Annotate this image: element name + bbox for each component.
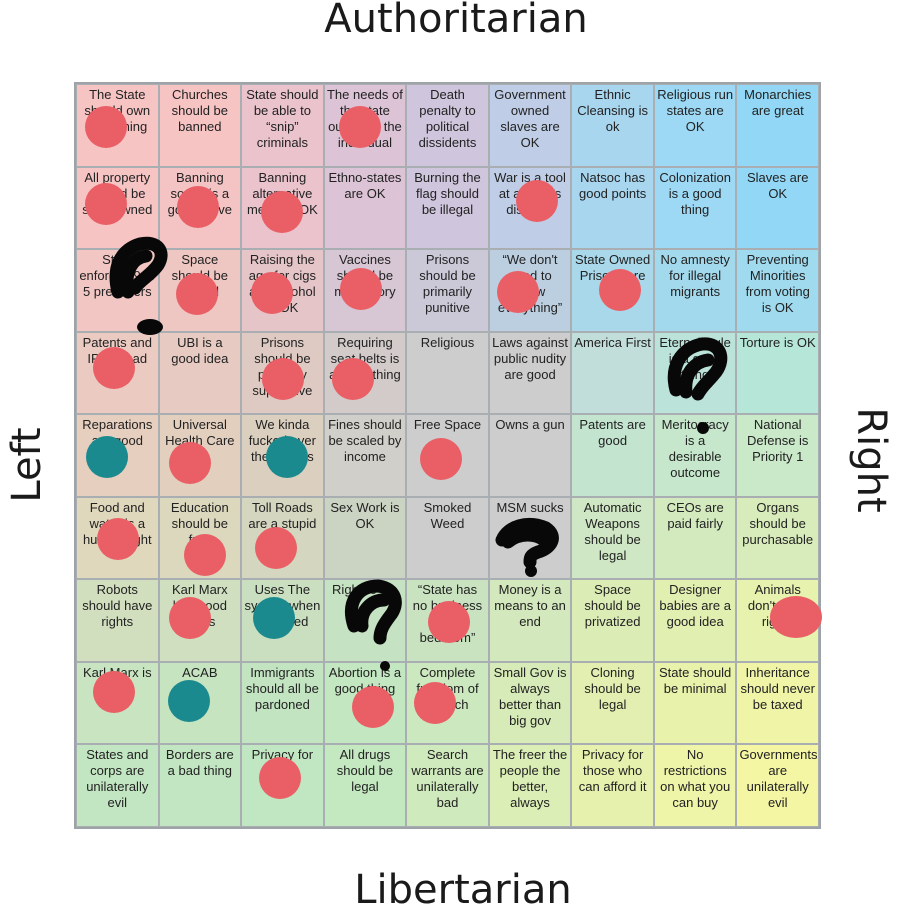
- compass-cell: Small Gov is always better than big gov: [488, 661, 572, 745]
- compass-cell: Privacy for all: [241, 744, 324, 827]
- compass-cell: America First: [571, 331, 654, 415]
- compass-cell: Organs should be purchasable: [736, 496, 819, 580]
- compass-cell: No amnesty for illegal migrants: [653, 249, 737, 332]
- compass-cell: Eternal Rule is a good thing: [653, 331, 737, 415]
- compass-cell: Preventing Minorities from voting is OK: [736, 249, 819, 332]
- compass-cell: The State should own everything: [76, 84, 159, 167]
- compass-cell: States and corps are unilaterally evil: [76, 744, 159, 827]
- compass-cell: Designer babies are a good idea: [653, 579, 737, 662]
- compass-cell: Karl Marx had good ideas: [158, 579, 242, 662]
- compass-cell: Churches should be banned: [158, 84, 242, 167]
- compass-cell: Ethno-states are OK: [323, 166, 407, 250]
- compass-cell: Burning the flag should be illegal: [406, 166, 489, 250]
- compass-cell: Owns a gun: [488, 414, 572, 497]
- compass-cell: Death penalty to political dissidents: [406, 84, 489, 167]
- compass-cell: Right to die: [323, 579, 407, 662]
- compass-cell: Sex Work is OK: [323, 496, 407, 580]
- compass-cell: Fines should be scaled by income: [323, 414, 407, 497]
- political-compass-grid: The State should own everything Churches …: [74, 82, 821, 829]
- compass-cell: All property should be state owned: [76, 166, 159, 250]
- compass-cell: Raising the age for cigs and alcohol is …: [241, 249, 324, 332]
- compass-cell: Religious run states are OK: [653, 84, 737, 167]
- compass-cell: Patents and IP are bad: [76, 331, 159, 415]
- compass-cell: We kinda fucked over the natives: [241, 414, 324, 497]
- compass-cell: Uses The system when it worked: [241, 579, 324, 662]
- compass-cell: Abortion is a good thing: [323, 661, 407, 745]
- compass-cell: Ethnic Cleansing is ok: [571, 84, 654, 167]
- compass-cell: All drugs should be legal: [323, 744, 407, 827]
- compass-cell: Slaves are OK: [736, 166, 819, 250]
- compass-cell: Prisons should be primarily supportive: [241, 331, 324, 415]
- compass-cell: No restrictions on what you can buy: [653, 744, 737, 827]
- compass-cell: Robots should have rights: [76, 579, 159, 662]
- compass-cell: Requiring seat belts is a good thing: [323, 331, 407, 415]
- compass-cell: CEOs are paid fairly: [653, 496, 737, 580]
- compass-cell: Governments are unilaterally evil: [736, 744, 819, 827]
- axis-label-right: Right: [848, 407, 894, 513]
- compass-cell: Education should be free: [158, 496, 242, 580]
- compass-cell: Religious: [406, 331, 489, 415]
- compass-cell: Toll Roads are a stupid: [241, 496, 324, 580]
- compass-cell: Banning sodas is a good move: [158, 166, 242, 250]
- compass-cell: The needs of the state outweigh the indi…: [323, 84, 407, 167]
- compass-cell: Reparations are good: [76, 414, 159, 497]
- compass-cell: Prisons should be primarily punitive: [406, 249, 489, 332]
- compass-cell: State should be able to “snip” criminals: [241, 84, 324, 167]
- compass-cell: Privacy for those who can afford it: [571, 744, 654, 827]
- compass-cell: UBI is a good idea: [158, 331, 242, 415]
- compass-cell: State should be minimal: [653, 661, 737, 745]
- compass-cell: ACAB: [158, 661, 242, 745]
- compass-cell: Complete freedom of speech: [406, 661, 489, 745]
- compass-cell: Space should be owned: [158, 249, 242, 332]
- compass-cell: Torture is OK: [736, 331, 819, 415]
- compass-cell: Automatic Weapons should be legal: [571, 496, 654, 580]
- compass-cell: Free Space: [406, 414, 489, 497]
- compass-cell: Inheritance should never be taxed: [736, 661, 819, 745]
- axis-label-libertarian: Libertarian: [354, 867, 572, 913]
- compass-cell: Search warrants are unilaterally bad: [406, 744, 489, 827]
- compass-cell: Karl Marx is right: [76, 661, 159, 745]
- compass-cell: The freer the people the better, always: [488, 744, 572, 827]
- compass-cell: Food and water is a human right: [76, 496, 159, 580]
- compass-cell: MSM sucks: [488, 496, 572, 580]
- compass-cell: Patents are good: [571, 414, 654, 497]
- compass-cell: State enforced 9 to 5 preachers: [76, 249, 159, 332]
- compass-cell: Colonization is a good thing: [653, 166, 737, 250]
- compass-cell: Immigrants should all be pardoned: [241, 661, 324, 745]
- compass-cell: “We don't need to know everything”: [488, 249, 572, 332]
- compass-cell: National Defense is Priority 1: [736, 414, 819, 497]
- compass-cell: Meritocracy is a desirable outcome: [653, 414, 737, 497]
- axis-label-authoritarian: Authoritarian: [324, 0, 588, 42]
- compass-cell: Universal Health Care: [158, 414, 242, 497]
- compass-cell: Money is a means to an end: [488, 579, 572, 662]
- compass-cell: State Owned Prisons are OK: [571, 249, 654, 332]
- compass-cell: Laws against public nudity are good: [488, 331, 572, 415]
- compass-cell: Smoked Weed: [406, 496, 489, 580]
- compass-cell: Space should be privatized: [571, 579, 654, 662]
- compass-cell: “State has no business in my bedroom”: [406, 579, 489, 662]
- compass-cell: Cloning should be legal: [571, 661, 654, 745]
- compass-cell: Natsoc has good points: [571, 166, 654, 250]
- axis-label-left: Left: [4, 427, 50, 503]
- compass-cell: Monarchies are great: [736, 84, 819, 167]
- compass-cell: Vaccines should be mandatory: [323, 249, 407, 332]
- compass-cell: Animals don't have rights: [736, 579, 819, 662]
- compass-cell: Banning alternative media is OK: [241, 166, 324, 250]
- compass-cell: Government owned slaves are OK: [488, 84, 572, 167]
- compass-cell: War is a tool at a state's disposal: [488, 166, 572, 250]
- compass-cell: Borders are a bad thing: [158, 744, 242, 827]
